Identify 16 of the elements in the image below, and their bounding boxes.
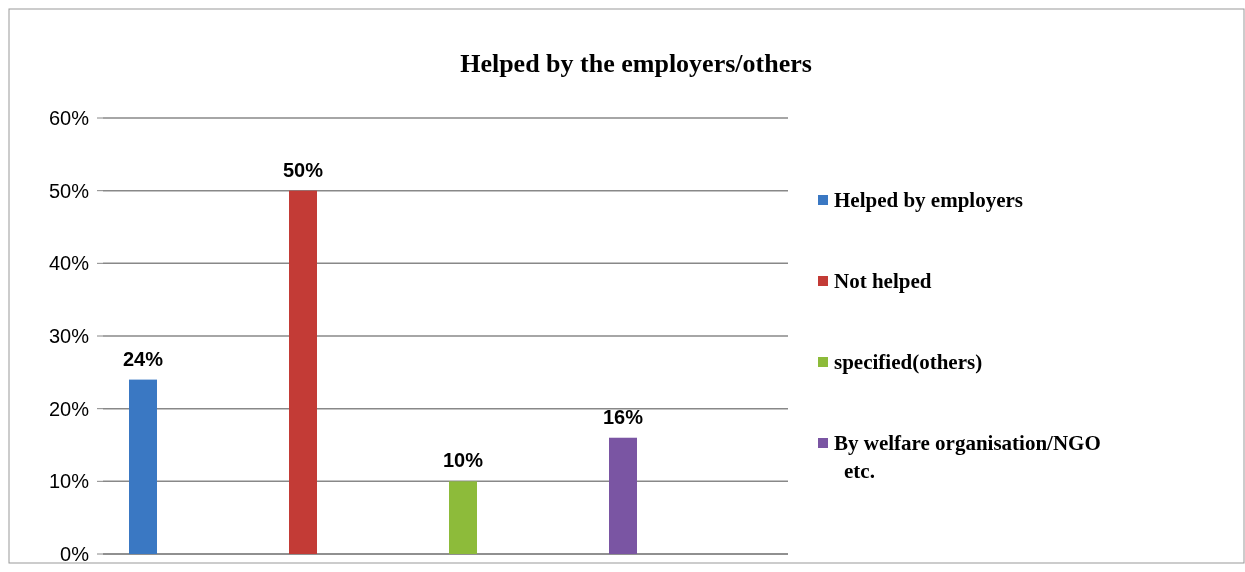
y-tick-label: 20% — [48, 397, 90, 420]
y-tick-label: 60% — [48, 107, 90, 129]
legend-label: specified(others) — [834, 350, 983, 375]
legend-label: Helped by employers — [834, 188, 1023, 213]
chart-title: Helped by the employers/others — [460, 49, 812, 78]
data-label: 24% — [122, 347, 164, 370]
data-label: 10% — [442, 449, 484, 472]
legend-label: By welfare organisation/NGO etc. — [834, 431, 1101, 483]
data-label: 50% — [282, 158, 324, 181]
data-label: 16% — [602, 405, 644, 428]
y-tick-label: 10% — [48, 470, 90, 493]
y-tick-label: 40% — [48, 252, 90, 275]
legend-label: Not helped — [834, 269, 932, 294]
y-tick-label: 0% — [60, 543, 90, 565]
y-tick-label: 30% — [48, 325, 90, 347]
y-tick-label: 50% — [48, 179, 90, 202]
